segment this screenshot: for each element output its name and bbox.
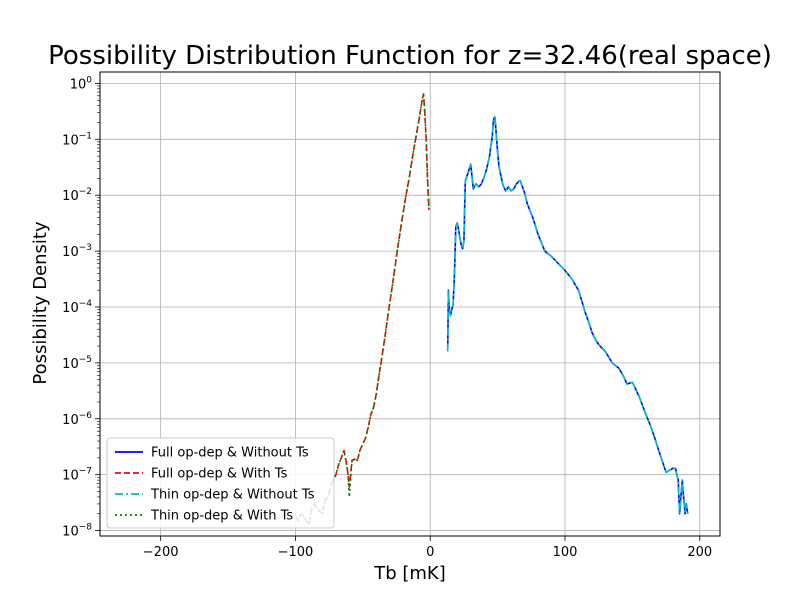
y-tick-label: 10−1 [62,131,92,148]
y-tick-label: 100 [70,75,93,92]
legend-label-2: Full op-dep & With Ts [151,467,288,482]
legend-box [106,437,335,529]
grid [100,72,720,536]
plot-frame [99,71,721,537]
legend-label-1: Full op-dep & Without Ts [151,446,309,461]
y-tick-label: 10−5 [62,355,92,372]
y-axis-label: Possibility Density [30,221,51,385]
y-tick-label: 10−7 [62,467,92,484]
chart-title: Possibility Distribution Function for z=… [48,41,772,71]
y-tick-label: 10−3 [62,243,92,260]
x-tick-label: 0 [426,545,434,560]
series-line-3 [446,116,689,515]
legend-label-4: Thin op-dep & With Ts [150,509,293,524]
x-tick-label: 100 [553,545,578,560]
x-tick-label: −100 [278,545,314,560]
y-tick-label: 10−4 [62,299,92,316]
y-tick-label: 10−8 [62,523,92,540]
x-axis-ticks: −200 −100 0 100 200 [143,536,712,560]
x-tick-label: −200 [143,545,179,560]
y-tick-label: 10−2 [62,187,92,204]
series-group [294,93,689,526]
x-axis-label: Tb [mK] [373,563,446,584]
y-axis-ticks: 10−8 10−7 10−6 10−5 10−4 10−3 10−2 10−1 100 [62,75,100,540]
legend: Full op-dep & Without Ts Full op-dep & Wi… [106,437,335,529]
x-tick-label: 200 [687,545,712,560]
y-tick-label: 10−6 [62,411,92,428]
legend-label-3: Thin op-dep & Without Ts [150,488,315,503]
